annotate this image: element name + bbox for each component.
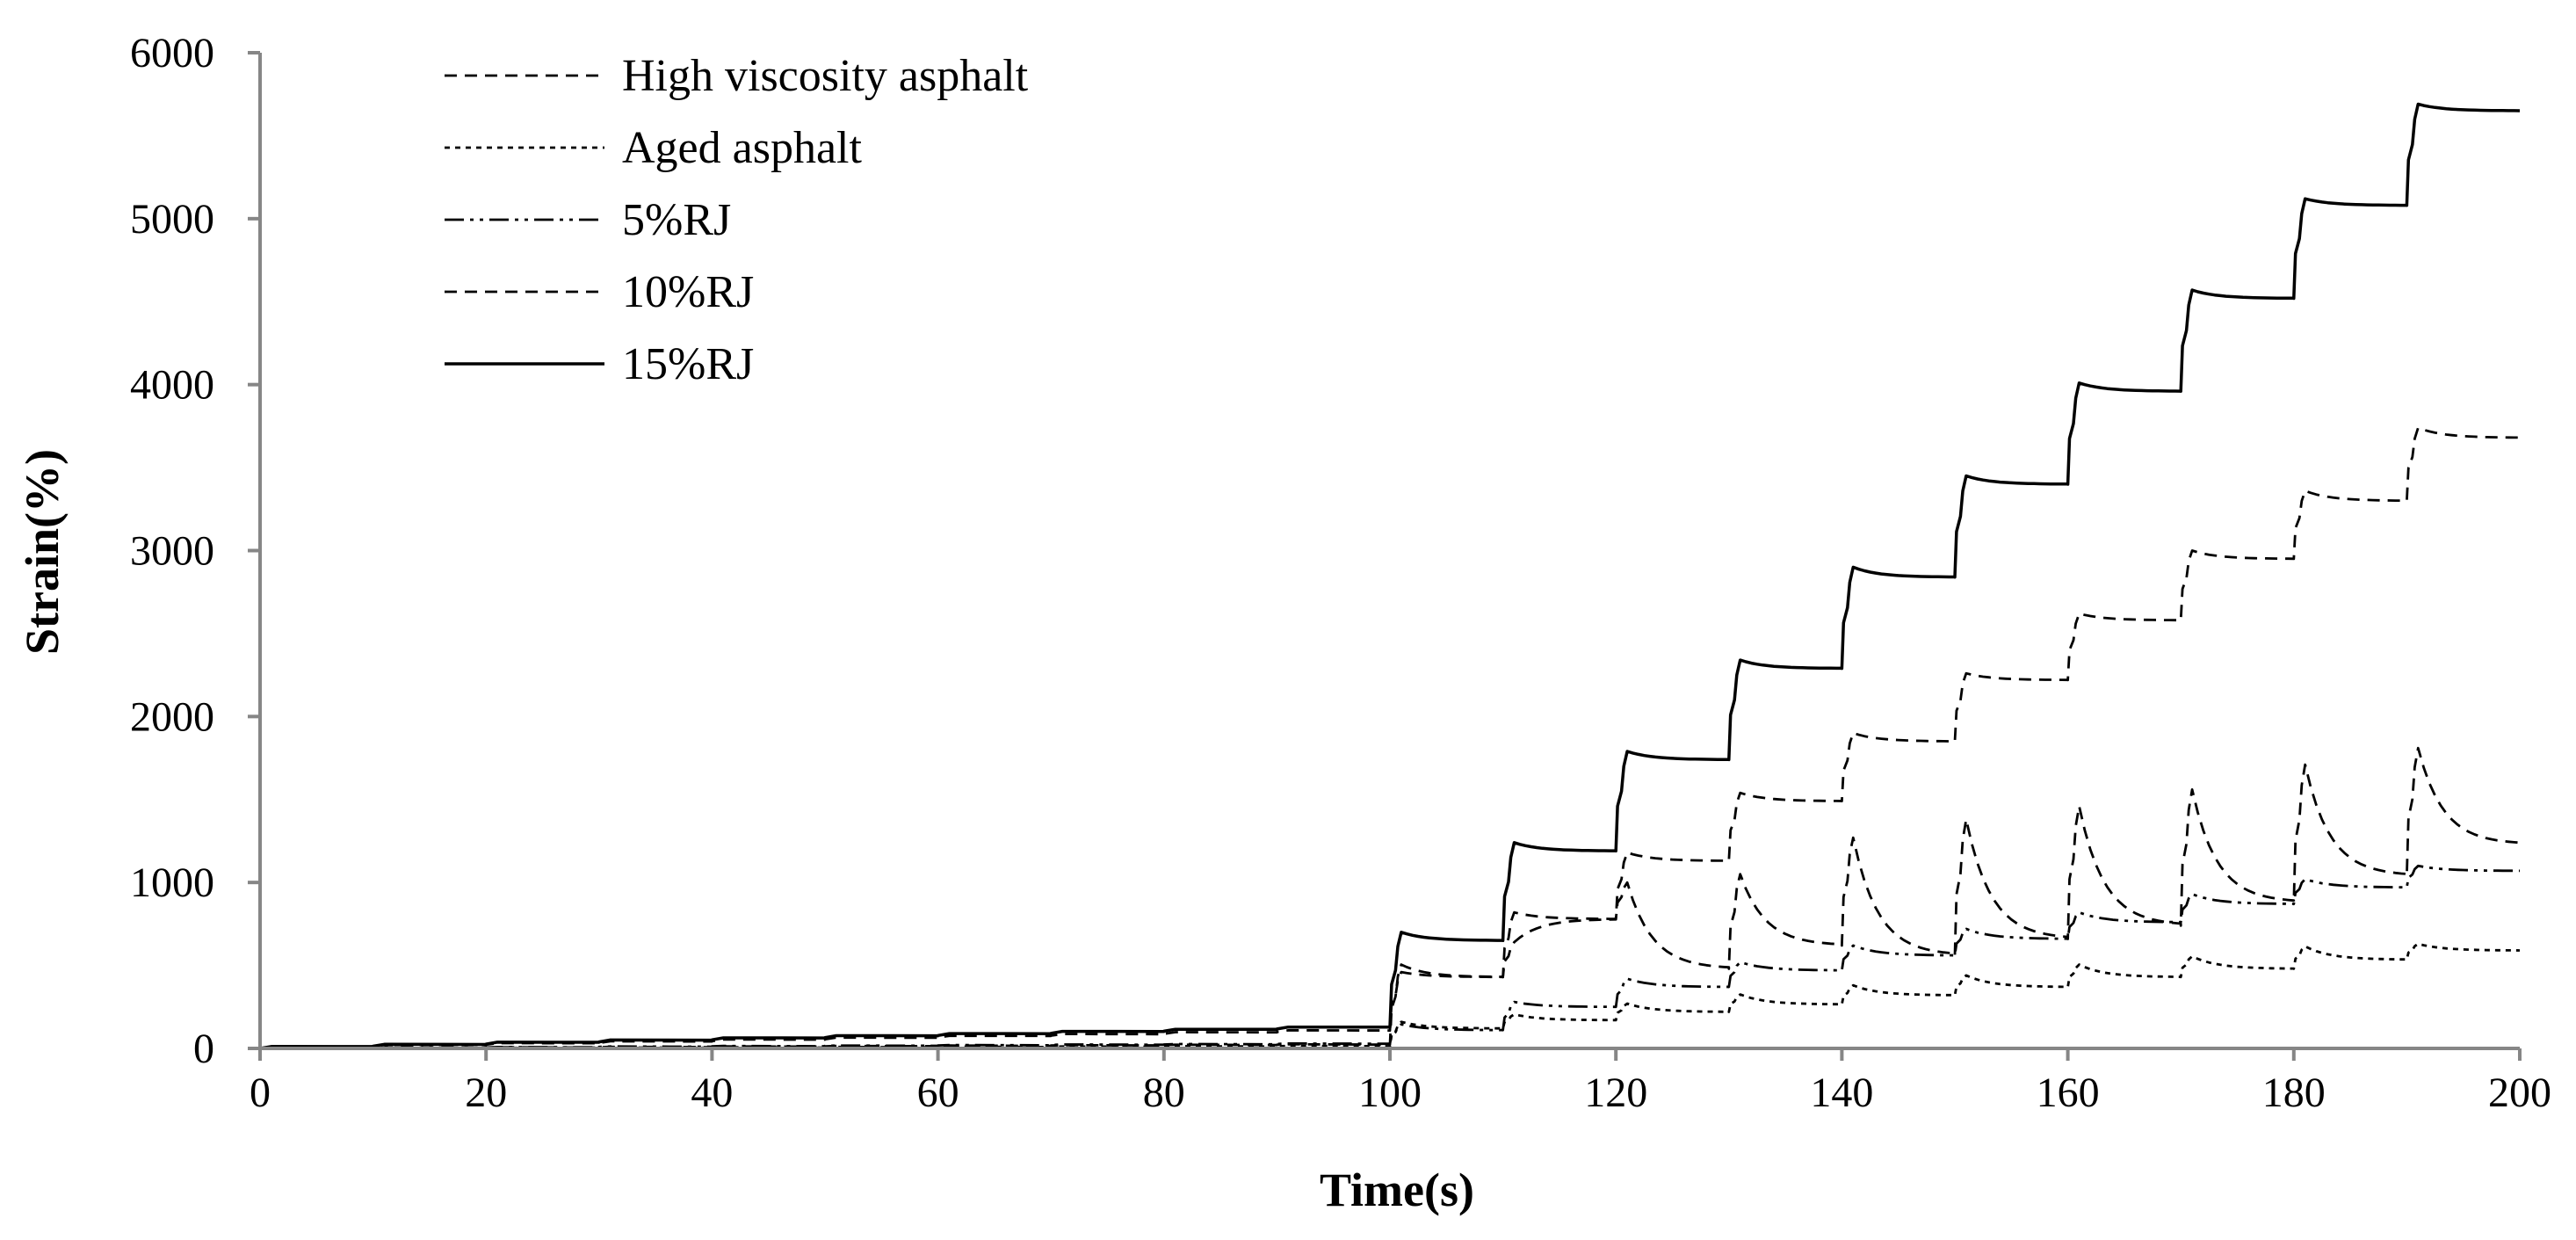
axes [248, 51, 2522, 1061]
y-tick-label: 1000 [130, 859, 214, 906]
x-tick-label: 140 [1810, 1070, 1873, 1116]
legend-label-2: Aged asphalt [622, 123, 862, 173]
x-tick-label: 100 [1358, 1070, 1422, 1116]
legend-label-4: 10%RJ [622, 267, 754, 317]
x-tick-label: 40 [691, 1070, 733, 1116]
x-tick-label: 160 [2037, 1070, 2100, 1116]
series-line-5 [259, 102, 2521, 1050]
x-tick-label: 60 [917, 1070, 959, 1116]
tick-labels: 0 1000 2000 3000 4000 5000 6000 0 20 40 60 80 100 120… [130, 30, 2551, 1116]
y-tick-label: 2000 [130, 693, 214, 740]
series-line-3 [259, 864, 2521, 1050]
y-tick-label: 3000 [130, 528, 214, 575]
legend-label-5: 15%RJ [622, 339, 754, 389]
y-tick-label: 6000 [130, 30, 214, 76]
plot-area [259, 102, 2521, 1050]
x-tick-label: 0 [250, 1070, 271, 1116]
y-tick-label: 4000 [130, 362, 214, 409]
series-line-1 [259, 746, 2521, 1050]
y-tick-label: 5000 [130, 196, 214, 243]
legend-label-1: High viscosity asphalt [622, 51, 1029, 101]
x-tick-label: 180 [2262, 1070, 2326, 1116]
series-line-2 [259, 942, 2521, 1050]
y-axis-title: Strain(%) [16, 449, 69, 655]
legend-label-3: 5%RJ [622, 195, 731, 245]
x-tick-label: 20 [465, 1070, 507, 1116]
legend: High viscosity asphalt Aged asphalt 5%RJ 10… [445, 51, 1029, 389]
x-axis-title: Time(s) [1320, 1164, 1474, 1216]
x-tick-label: 200 [2488, 1070, 2551, 1116]
x-tick-label: 120 [1584, 1070, 1647, 1116]
y-tick-label: 0 [193, 1026, 214, 1072]
series-line-4 [259, 426, 2520, 1050]
x-tick-label: 80 [1143, 1070, 1185, 1116]
